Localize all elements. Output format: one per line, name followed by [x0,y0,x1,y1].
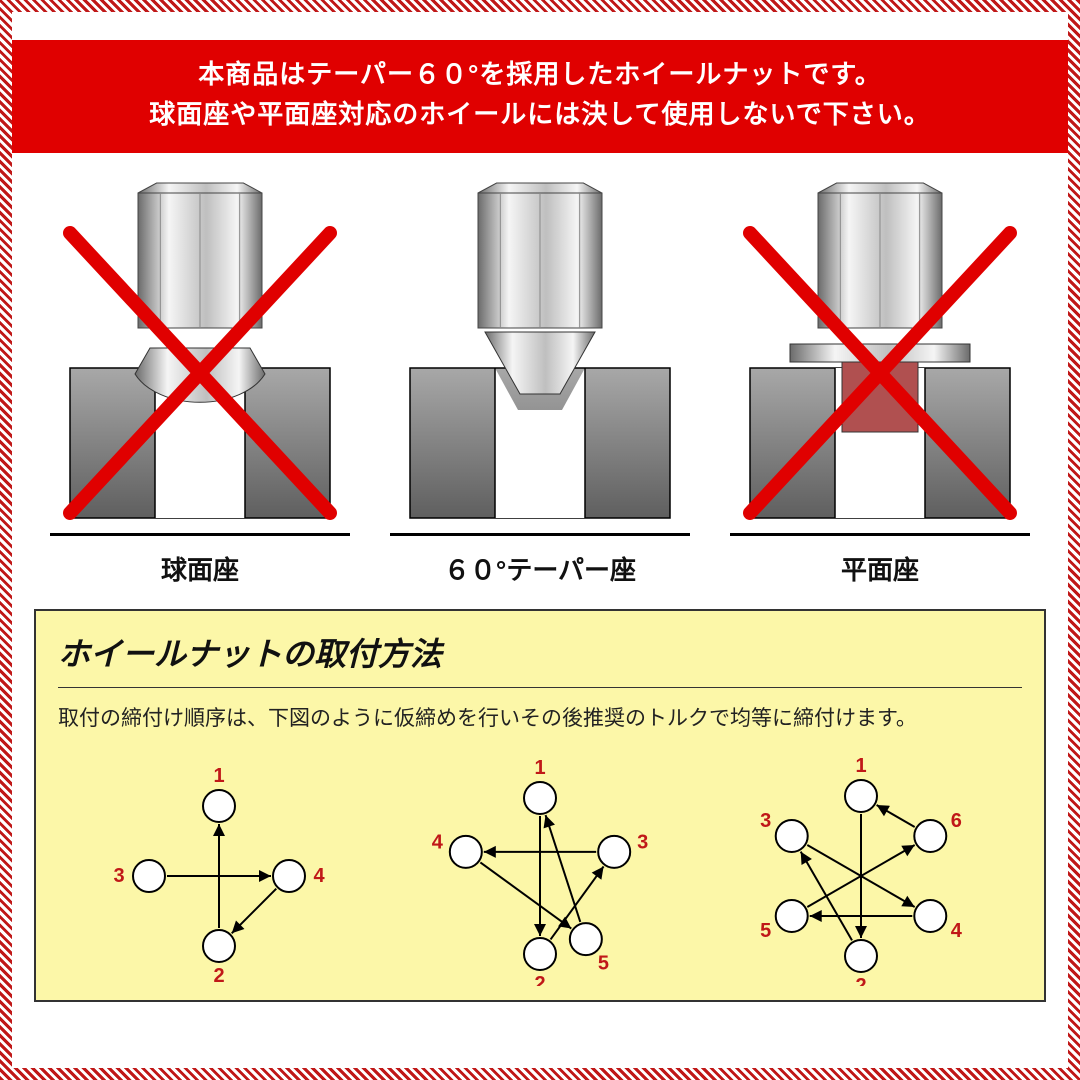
nut-caption: 球面座 [50,533,350,599]
svg-text:2: 2 [856,975,867,986]
svg-text:1: 1 [534,757,545,779]
divider [58,687,1022,688]
svg-text:2: 2 [534,973,545,986]
svg-text:4: 4 [951,920,963,942]
nut-diagram-spherical: 球面座 [45,173,355,599]
svg-text:1: 1 [213,765,224,787]
svg-text:4: 4 [313,865,325,887]
banner-line2: 球面座や平面座対応のホイールには決して使用しないで下さい。 [22,94,1058,134]
lug-pattern-6lug: 1 2 3 4 5 6 [711,746,1011,986]
svg-text:3: 3 [760,810,771,832]
svg-text:1: 1 [856,755,867,777]
svg-text:5: 5 [598,952,609,974]
nut-figure [50,173,350,533]
instructions-panel: ホイールナットの取付方法 取付の締付け順序は、下図のように仮締めを行いその後推奨… [34,609,1046,1002]
svg-text:6: 6 [951,810,962,832]
nut-diagram-taper: ６０°テーパー座 [385,173,695,599]
nut-diagram-flat: 平面座 [725,173,1035,599]
nut-diagram-row: 球面座 ６０°テーパー座 平面座 [12,153,1068,599]
warning-banner: 本商品はテーパー６０°を採用したホイールナットです。 球面座や平面座対応のホイー… [12,40,1068,153]
banner-line1: 本商品はテーパー６０°を採用したホイールナットです。 [22,54,1058,94]
instructions-title: ホイールナットの取付方法 [58,629,1022,675]
content: 本商品はテーパー６０°を採用したホイールナットです。 球面座や平面座対応のホイー… [12,12,1068,1068]
lug-pattern-row: 1 2 3 4 1 2 3 4 5 1 2 3 4 5 6 [58,742,1022,986]
svg-text:4: 4 [432,831,444,853]
svg-text:5: 5 [760,920,771,942]
nut-figure [390,173,690,533]
lug-pattern-4lug: 1 2 3 4 [69,746,369,986]
instructions-body: 取付の締付け順序は、下図のように仮締めを行いその後推奨のトルクで均等に締付けます… [58,702,1022,732]
nut-caption: ６０°テーパー座 [390,533,690,599]
svg-text:2: 2 [213,965,224,986]
lug-pattern-5lug: 1 2 3 4 5 [390,746,690,986]
svg-text:3: 3 [113,865,124,887]
nut-caption: 平面座 [730,533,1030,599]
nut-figure [730,173,1030,533]
hatched-border: 本商品はテーパー６０°を採用したホイールナットです。 球面座や平面座対応のホイー… [0,0,1080,1080]
svg-text:3: 3 [637,831,648,853]
